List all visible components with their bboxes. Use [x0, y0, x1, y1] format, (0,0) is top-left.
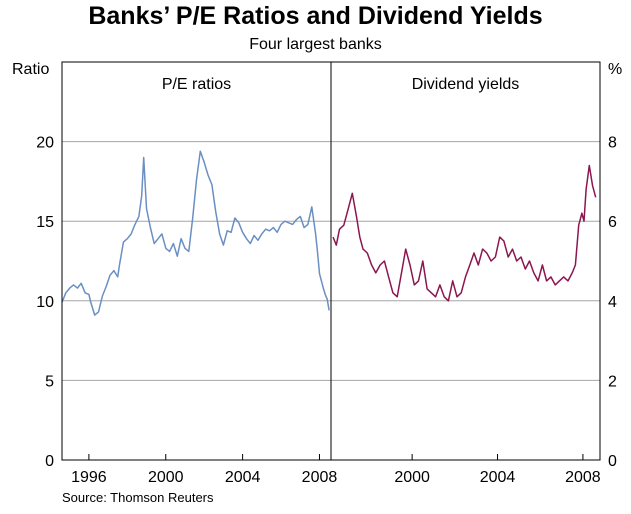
chart-title: Banks’ P/E Ratios and Dividend Yields [88, 2, 543, 30]
label-layer: 0 5 10 15 20 1996 2000 2004 2008 P/E ratios 0 2 4 6 8 2… [36, 76, 617, 486]
pe-xtick-label-1996: 1996 [71, 469, 107, 486]
pe-panel-title: P/E ratios [162, 76, 231, 93]
yield-panel-title: Dividend yields [412, 76, 520, 93]
yield-series-line [332, 164, 597, 302]
pe-ytick-label-5: 5 [45, 373, 54, 390]
pe-ytick-label-10: 10 [36, 294, 54, 311]
left-axis-unit: Ratio [12, 61, 50, 78]
pe-ytick-label-0: 0 [45, 453, 54, 470]
frame-layer [61, 61, 601, 461]
yield-xtick-label-2000: 2000 [394, 469, 430, 486]
pe-xtick-label-2004: 2004 [225, 469, 261, 486]
pe-xtick-label-2000: 2000 [148, 469, 184, 486]
chart-subtitle: Four largest banks [249, 36, 382, 53]
pe-xtick-label-2008: 2008 [302, 469, 338, 486]
yield-xtick-label-2008: 2008 [565, 469, 601, 486]
right-axis-unit: % [608, 61, 623, 78]
pe-series-line [61, 150, 330, 316]
yield-ytick-label-0: 0 [608, 453, 617, 470]
yield-ytick-label-6: 6 [608, 214, 617, 231]
series-layer [61, 150, 597, 316]
yield-ytick-label-2: 2 [608, 373, 617, 390]
pe-ytick-label-15: 15 [36, 214, 54, 231]
yield-xtick-label-2004: 2004 [480, 469, 516, 486]
yield-ytick-label-8: 8 [608, 135, 617, 152]
pe-ytick-label-20: 20 [36, 135, 54, 152]
yield-ytick-label-4: 4 [608, 294, 617, 311]
source-note: Source: Thomson Reuters [62, 490, 214, 505]
